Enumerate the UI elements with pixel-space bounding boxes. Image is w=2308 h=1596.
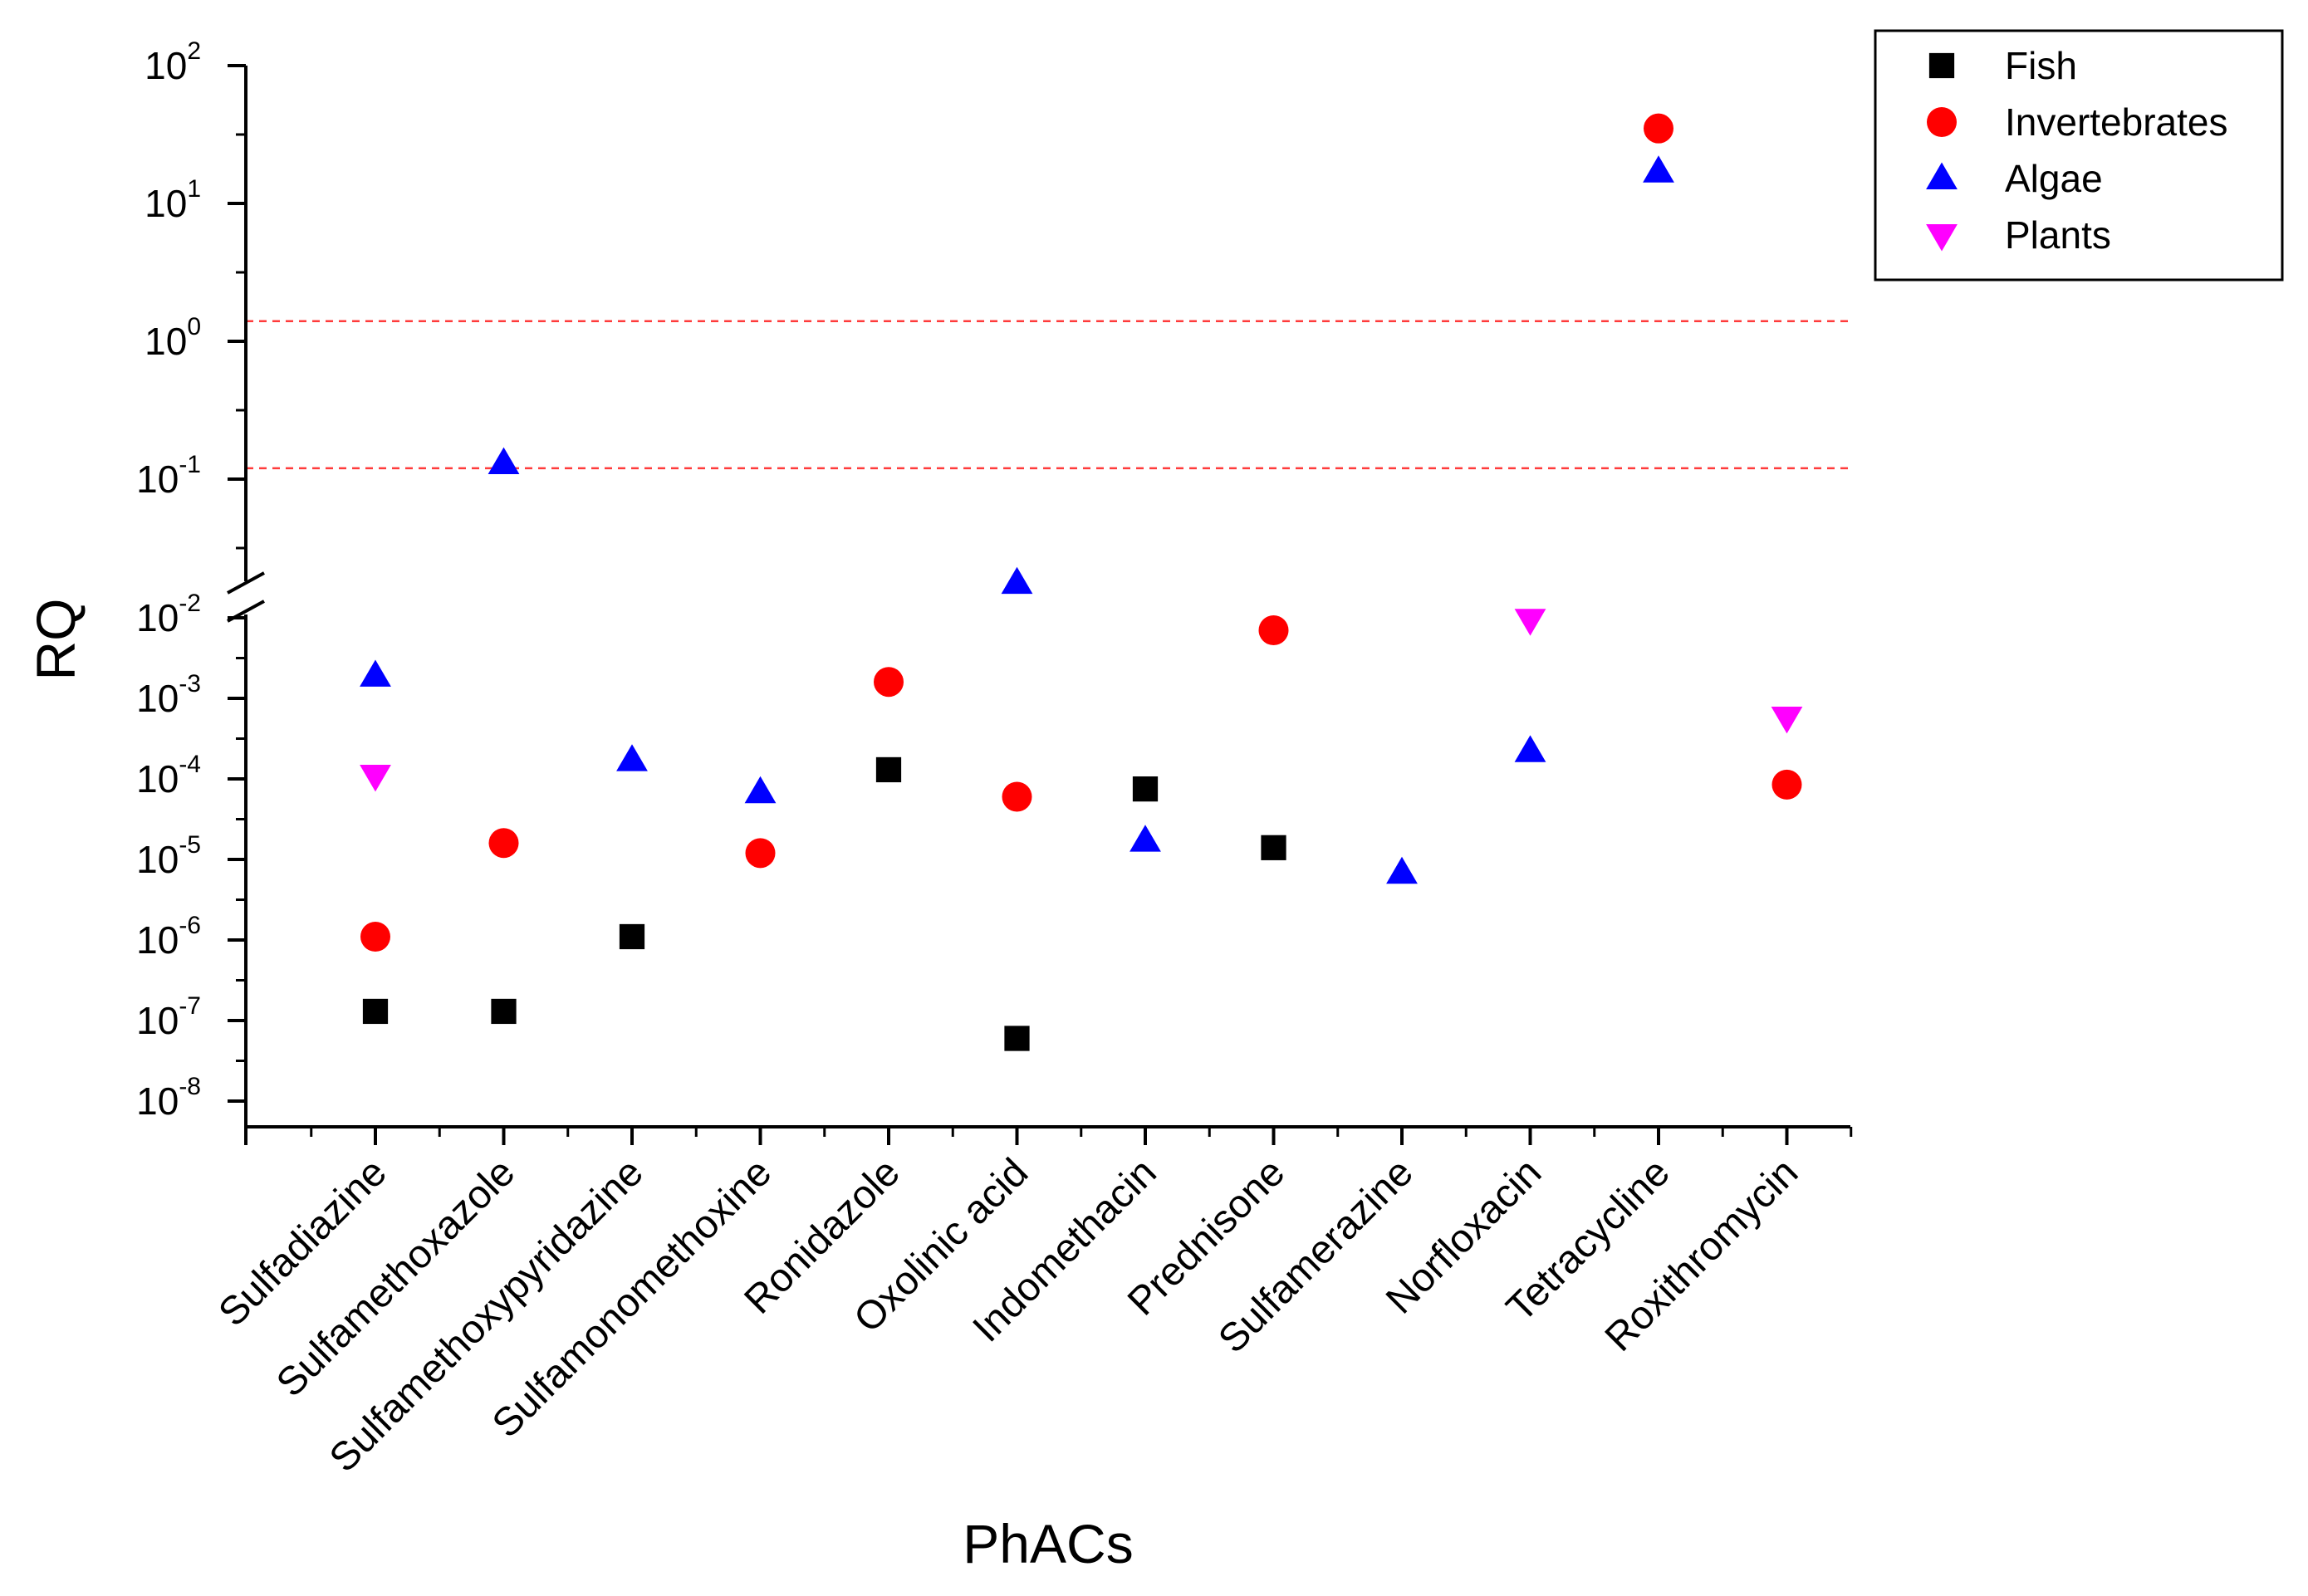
y-tick-exponent: -6: [179, 912, 201, 939]
data-point-invertebrates: [1644, 113, 1673, 144]
x-category-label: Sulfamethoxazole: [268, 1150, 523, 1405]
data-point-invertebrates: [1002, 781, 1032, 812]
data-point-algae: [1386, 856, 1418, 884]
y-tick-label: 10-8: [136, 1073, 201, 1123]
axes: [227, 64, 1853, 1145]
y-tick-label: 10-6: [136, 912, 201, 962]
data-point-plants: [360, 765, 391, 792]
y-tick-exponent: 2: [187, 37, 201, 65]
legend-marker-plants: [1926, 224, 1958, 252]
y-tick-exponent: 1: [187, 175, 201, 203]
data-point-invertebrates: [360, 921, 390, 952]
data-point-fish: [362, 998, 389, 1025]
legend: Fish Invertebrates Algae Plants: [1874, 29, 2284, 282]
y-tick-exponent: -1: [179, 451, 201, 478]
data-point-invertebrates: [874, 667, 904, 698]
x-axis-title: PhACs: [963, 1513, 1133, 1574]
y-axis-title: RQ: [25, 599, 86, 681]
data-point-plants: [1514, 609, 1546, 636]
legend-label: Invertebrates: [2005, 100, 2227, 144]
data-point-algae: [1643, 155, 1674, 183]
data-point-fish: [1261, 835, 1286, 860]
y-tick-label: 10-5: [136, 831, 201, 881]
x-category-labels: SulfadiazineSulfamethoxazoleSulfamethoxy…: [210, 1150, 1806, 1481]
y-tick-label: 10-4: [136, 751, 201, 800]
data-point-algae: [488, 447, 520, 475]
axis-break-mark: [227, 571, 265, 595]
y-tick-exponent: -3: [179, 670, 201, 698]
y-tick-exponent: -7: [179, 992, 201, 1020]
data-point-fish: [1004, 1026, 1030, 1051]
y-tick-label: 10-1: [136, 451, 201, 501]
y-tick-labels: 10210110010-110-210-310-410-510-610-710-…: [136, 37, 201, 1123]
data-point-invertebrates: [1258, 615, 1289, 646]
legend-marker-fish: [1928, 52, 1955, 79]
y-tick-exponent: -8: [179, 1073, 201, 1100]
data-point-fish: [619, 923, 645, 950]
data-point-algae: [1129, 825, 1161, 852]
y-tick-exponent: -4: [179, 751, 201, 778]
data-point-algae: [744, 776, 777, 804]
y-tick-label: 10-3: [136, 670, 201, 720]
data-points: [360, 113, 1803, 1051]
data-point-invertebrates: [745, 838, 776, 869]
y-tick-label: 10-7: [136, 992, 201, 1042]
legend-label: Algae: [2005, 157, 2103, 200]
legend-marker-algae: [1926, 162, 1958, 189]
legend-marker-invertebrates: [1927, 107, 1957, 137]
y-tick-exponent: -5: [179, 831, 201, 859]
legend-label: Fish: [2005, 44, 2077, 87]
data-point-invertebrates: [1771, 769, 1802, 800]
data-point-algae: [360, 659, 391, 687]
y-tick-label: 100: [145, 313, 201, 363]
data-point-invertebrates: [488, 828, 519, 859]
y-tick-label: 10-2: [136, 590, 201, 639]
data-point-algae: [1514, 735, 1546, 762]
data-point-plants: [1771, 706, 1803, 734]
y-tick-exponent: -2: [179, 590, 201, 617]
y-tick-label: 102: [145, 37, 201, 87]
data-point-algae: [1001, 566, 1033, 595]
data-point-fish: [875, 756, 902, 783]
y-tick-label: 101: [145, 175, 201, 225]
data-point-fish: [1132, 776, 1159, 802]
data-point-fish: [491, 998, 517, 1025]
data-point-algae: [616, 744, 648, 771]
legend-label: Plants: [2005, 213, 2111, 257]
y-tick-exponent: 0: [187, 313, 201, 340]
reference-lines: [246, 320, 1850, 470]
